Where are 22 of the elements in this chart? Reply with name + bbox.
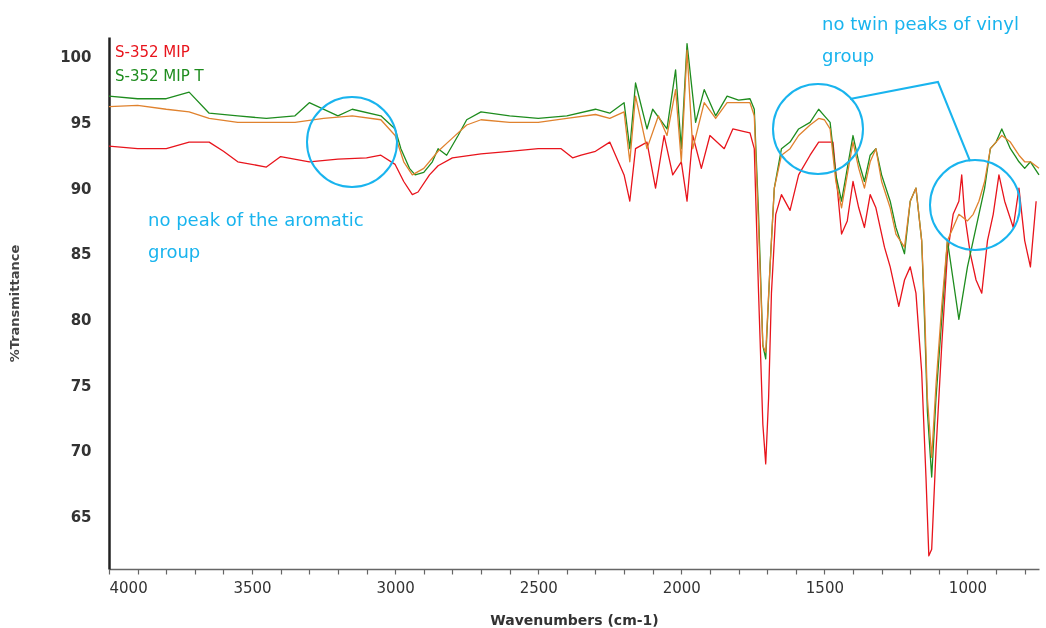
y-tick-label: 100 [60, 48, 92, 67]
x-tick-label: 1500 [805, 578, 844, 597]
x-tick-label: 2500 [519, 578, 558, 597]
x-tick-label: 2000 [662, 578, 701, 597]
y-tick-label: 85 [70, 245, 92, 264]
x-tick-label: 4000 [109, 578, 148, 597]
annotation: no peak of the aromatic group [148, 209, 364, 262]
y-tick-label: 65 [70, 507, 92, 526]
y-axis-title: %Transmittance [7, 244, 23, 363]
y-tick-label: 70 [70, 442, 92, 461]
series-label: S-352 MIP T [115, 67, 205, 85]
y-tick-label: 75 [70, 376, 92, 395]
y-tick-label: 90 [70, 179, 92, 198]
x-tick-label: 3000 [376, 578, 415, 597]
y-tick-label: 80 [70, 310, 92, 329]
x-tick-label: 3500 [233, 578, 272, 597]
annotation: no twin peaks of vinyl group [822, 13, 1019, 66]
line-series [108, 128, 1037, 557]
x-axis-title: Wavenumbers (cm-1) [490, 611, 659, 628]
x-tick-label: 1000 [948, 578, 988, 597]
y-tick-label: 95 [70, 113, 92, 132]
text: S-352 MIP [115, 43, 190, 61]
